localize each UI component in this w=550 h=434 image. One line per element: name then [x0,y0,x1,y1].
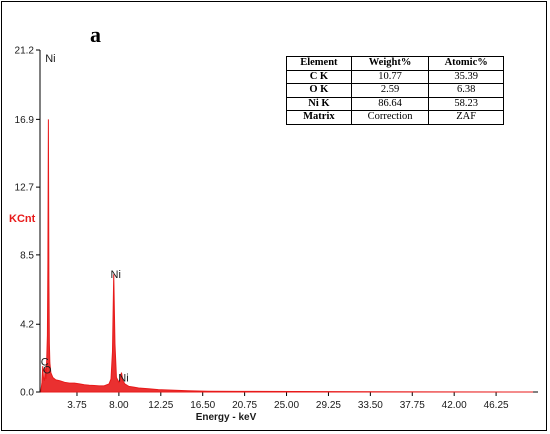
peak-label: Ni [45,53,55,65]
x-tick-label: 3.75 [67,400,87,411]
x-tick-label: 16.50 [190,400,215,411]
peak-label: Ni [111,269,121,281]
weight-cell: 2.59 [350,83,430,98]
x-tick-label: 8.00 [109,400,129,411]
peak-label: O [43,364,52,376]
atomic-cell: 58.23 [428,96,504,111]
y-tick-label: 4.2 [20,320,34,331]
table-row: C K 10.77 35.39 [286,69,504,84]
quantification-table: Element Weight% Atomic% C K 10.77 35.39 … [286,56,504,125]
y-tick-label: 16.9 [15,115,35,126]
y-tick-label: 12.7 [15,183,35,194]
element-cell: Ni K [286,96,352,111]
x-tick-label: 46.25 [484,400,509,411]
y-axis-ticks: 0.0 4.2 8.5 12.7 16.9 21.2 [15,46,40,399]
table-header-row: Element Weight% Atomic% [286,56,504,71]
table-row: Ni K 86.64 58.23 [286,96,504,111]
x-tick-label: 42.00 [442,400,467,411]
x-axis-ticks: 3.75 8.00 12.25 16.50 20.75 25.00 29.25 33.50 37… [67,392,509,411]
panel-label: a [90,22,101,47]
peak-label: Ni [118,372,128,384]
spectrum-series [40,119,534,393]
peak-labels: Ni CO Ni Ni [41,53,129,384]
zaf-cell: ZAF [428,110,504,125]
correction-cell: Correction [350,110,430,125]
x-tick-label: 33.50 [358,400,383,411]
x-axis-label: Energy - keV [196,412,257,423]
x-tick-label: 12.25 [148,400,173,411]
weight-cell: 10.77 [350,69,430,84]
table-row: Matrix Correction ZAF [286,110,504,125]
x-tick-label: 25.00 [274,400,299,411]
header-element: Element [286,56,352,71]
weight-cell: 86.64 [350,96,430,111]
element-cell: O K [286,83,352,98]
x-tick-label: 29.25 [316,400,341,411]
header-weight: Weight% [350,56,430,71]
atomic-cell: 35.39 [428,69,504,84]
y-axis-label: KCnt [9,213,36,225]
element-cell: C K [286,69,352,84]
y-tick-label: 8.5 [20,250,34,261]
y-tick-label: 21.2 [15,46,35,57]
spectrum-trace [40,119,534,393]
x-tick-label: 37.75 [400,400,425,411]
peak-label: C [41,356,49,368]
atomic-cell: 6.38 [428,83,504,98]
x-tick-label: 20.75 [232,400,257,411]
y-tick-label: 0.0 [20,388,34,399]
header-atomic: Atomic% [428,56,504,71]
table-row: O K 2.59 6.38 [286,83,504,98]
matrix-cell: Matrix [286,110,352,125]
